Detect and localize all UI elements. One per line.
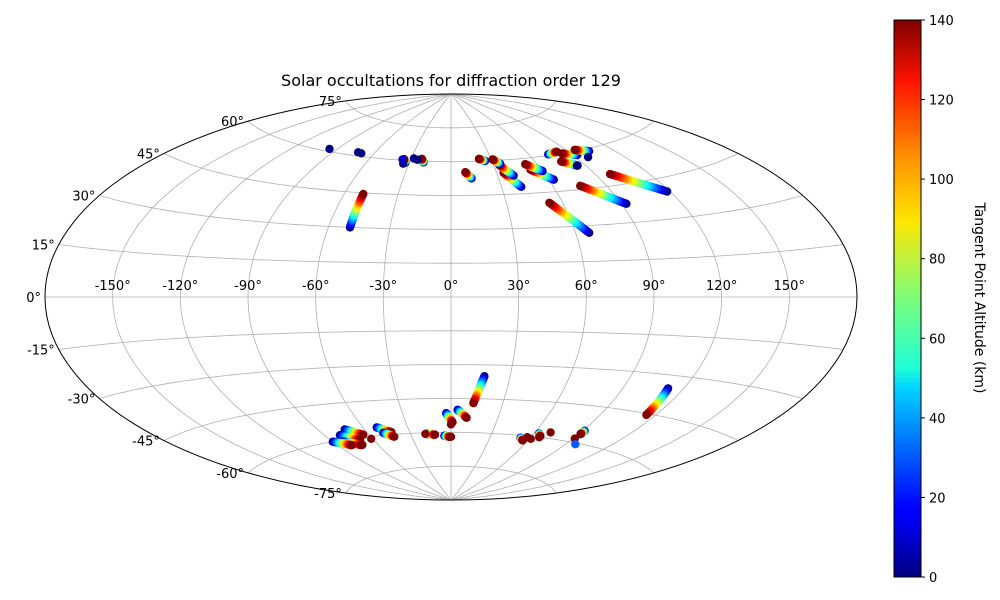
colorbar-tick-label: 60	[929, 332, 946, 347]
occultation-point	[535, 433, 544, 442]
parallel-gridline	[247, 431, 655, 474]
latitude-tick-label: 60°	[221, 115, 244, 130]
occultation-point	[521, 160, 530, 169]
colorbar-ticks: 0 20 40 60 80 100 120 140	[921, 14, 954, 586]
longitude-tick-label: 30°	[507, 279, 530, 294]
occultation-point	[358, 440, 367, 450]
occultation-point	[325, 144, 334, 154]
longitude-labels: -150° -120° -90° -60° -30° 0° 30° 60° 90° 120° 150…	[95, 279, 805, 294]
longitude-tick-label: -30°	[369, 279, 397, 294]
occultation-point	[570, 145, 579, 155]
occultation-point	[474, 154, 484, 164]
occultation-point	[642, 410, 651, 420]
occultation-point	[605, 169, 615, 179]
longitude-tick-label: 150°	[774, 279, 805, 294]
occultation-point	[398, 155, 407, 164]
longitude-tick-label: -90°	[234, 279, 262, 294]
colorbar-tick-label: 40	[929, 412, 946, 427]
occultation-point	[576, 181, 585, 190]
colorbar-tick-label: 80	[929, 253, 946, 268]
latitude-tick-label: 0°	[26, 291, 41, 306]
latitude-tick-label: 75°	[319, 95, 342, 110]
occultation-point	[357, 149, 366, 158]
occultation-point	[430, 430, 440, 439]
parallel-gridline	[345, 465, 557, 494]
latitude-tick-label: -15°	[27, 344, 55, 359]
occultation-point	[572, 161, 582, 170]
parallel-gridline	[163, 153, 739, 196]
occultation-point	[583, 152, 593, 162]
occultation-point	[462, 413, 471, 422]
parallel-gridline	[247, 120, 655, 163]
colorbar-tick-label: 100	[929, 173, 954, 188]
longitude-tick-label: -150°	[95, 279, 131, 294]
latitude-tick-label: 15°	[32, 239, 55, 254]
longitude-tick-label: 0°	[444, 279, 459, 294]
latitude-labels: 75° 60° 45° 30° 15° 0° -15° -30° -45° -60° -75°	[26, 95, 342, 502]
chart-title: Solar occultations for diffraction order…	[281, 71, 621, 90]
parallel-gridline	[99, 364, 803, 399]
latitude-tick-label: -45°	[132, 435, 160, 450]
longitude-tick-label: 60°	[575, 279, 598, 294]
grid-lines	[45, 94, 857, 500]
occultation-point	[546, 428, 555, 437]
colorbar-tick-label: 0	[929, 571, 937, 586]
occultation-point	[421, 429, 430, 439]
occultation-point	[557, 157, 566, 166]
occultation-point	[576, 430, 585, 439]
occultation-point	[552, 147, 561, 156]
colorbar-label: Tangent Point Altitude (km)	[971, 201, 987, 393]
occultation-point	[571, 440, 580, 449]
occultation-point	[390, 432, 399, 441]
points-layer	[325, 144, 673, 450]
latitude-tick-label: -60°	[216, 467, 244, 482]
parallel-gridline	[58, 244, 844, 264]
parallel-gridline	[99, 195, 803, 230]
latitude-tick-label: -75°	[314, 487, 342, 502]
colorbar-tick-label: 120	[929, 94, 954, 109]
occultation-point	[488, 155, 497, 164]
occultation-point	[359, 189, 368, 199]
occultation-point	[367, 434, 376, 443]
longitude-tick-label: 120°	[706, 279, 737, 294]
occultation-point	[347, 441, 356, 450]
longitude-tick-label: -120°	[162, 279, 198, 294]
occultation-point	[413, 155, 422, 164]
longitude-tick-label: 90°	[642, 279, 665, 294]
parallel-gridline	[345, 100, 557, 129]
colorbar: 0 20 40 60 80 100 120 140 Tangent Point Altitud…	[893, 14, 987, 586]
occultation-point	[446, 432, 456, 441]
colorbar-tick-label: 140	[929, 14, 954, 29]
occultation-point	[469, 399, 478, 408]
longitude-tick-label: -60°	[302, 279, 330, 294]
latitude-tick-label: 30°	[72, 190, 95, 205]
plot-area: -150° -120° -90° -60° -30° 0° 30° 60° 90° 120° 150…	[26, 93, 858, 502]
occultation-point	[446, 420, 456, 429]
parallel-gridline	[163, 398, 739, 441]
map-border	[44, 93, 858, 501]
colorbar-tick-label: 20	[929, 491, 946, 506]
colorbar-gradient	[893, 19, 922, 578]
occultation-point	[545, 198, 554, 207]
occultation-point	[461, 168, 470, 177]
latitude-tick-label: -30°	[68, 393, 96, 408]
latitude-tick-label: 45°	[137, 148, 160, 163]
parallel-gridline	[58, 330, 844, 350]
occultation-point	[526, 434, 535, 443]
